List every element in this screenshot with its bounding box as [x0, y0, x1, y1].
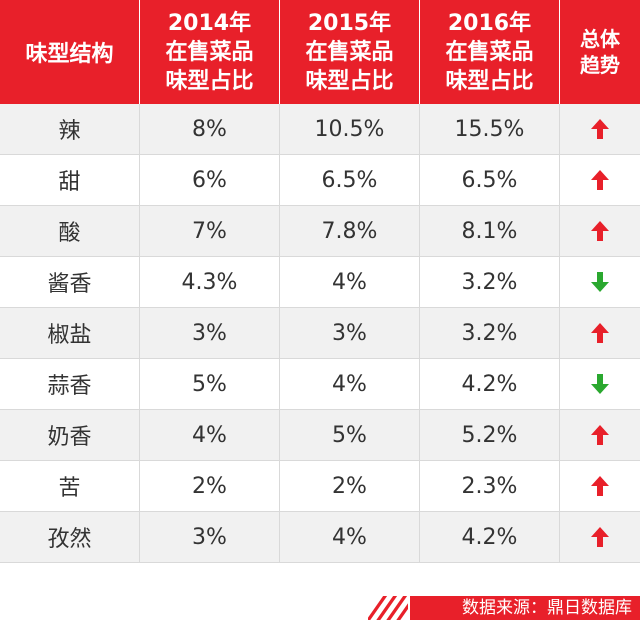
- flavor-cell: 甜: [0, 155, 140, 205]
- table-body: 辣 8% 10.5% 15.5% 甜 6% 6.5% 6.5% 酸 7% 7.8% 8.1% 酱香 4.3…: [0, 104, 640, 563]
- trend-up-arrow-icon: [560, 461, 640, 511]
- table-row: 孜然 3% 4% 4.2%: [0, 512, 640, 563]
- flavor-cell: 酱香: [0, 257, 140, 307]
- table-row: 蒜香 5% 4% 4.2%: [0, 359, 640, 410]
- header-trend: 总体 趋势: [560, 0, 640, 104]
- share-2014-cell: 5%: [140, 359, 280, 409]
- flavor-cell: 椒盐: [0, 308, 140, 358]
- header-trend-line: 趋势: [580, 53, 620, 77]
- flavor-share-table: 味型结构 2014年 在售菜品 味型占比 2015年 在售菜品 味型占比 2016年 在售菜品味…: [0, 0, 640, 563]
- header-flavor: 味型结构: [0, 0, 140, 104]
- header-2014-line: 味型占比: [165, 68, 254, 94]
- header-2014-line: 2014年: [167, 10, 252, 36]
- share-2014-cell: 6%: [140, 155, 280, 205]
- share-2016-cell: 15.5%: [420, 104, 560, 154]
- share-2014-cell: 8%: [140, 104, 280, 154]
- header-2016-line: 味型占比: [445, 68, 534, 94]
- share-2015-cell: 5%: [280, 410, 420, 460]
- share-2014-cell: 2%: [140, 461, 280, 511]
- share-2016-cell: 5.2%: [420, 410, 560, 460]
- share-2016-cell: 4.2%: [420, 512, 560, 562]
- header-flavor-line: 味型结构: [25, 42, 114, 67]
- source-band: [410, 596, 640, 620]
- share-2015-cell: 4%: [280, 257, 420, 307]
- table-row: 苦 2% 2% 2.3%: [0, 461, 640, 512]
- share-2014-cell: 3%: [140, 308, 280, 358]
- flavor-cell: 苦: [0, 461, 140, 511]
- share-2016-cell: 3.2%: [420, 257, 560, 307]
- share-2015-cell: 4%: [280, 359, 420, 409]
- share-2016-cell: 3.2%: [420, 308, 560, 358]
- flavor-cell: 奶香: [0, 410, 140, 460]
- table-row: 甜 6% 6.5% 6.5%: [0, 155, 640, 206]
- share-2014-cell: 7%: [140, 206, 280, 256]
- flavor-cell: 蒜香: [0, 359, 140, 409]
- share-2014-cell: 4.3%: [140, 257, 280, 307]
- table-row: 酸 7% 7.8% 8.1%: [0, 206, 640, 257]
- trend-up-arrow-icon: [560, 410, 640, 460]
- share-2014-cell: 4%: [140, 410, 280, 460]
- flavor-cell: 孜然: [0, 512, 140, 562]
- share-2015-cell: 7.8%: [280, 206, 420, 256]
- table-header: 味型结构 2014年 在售菜品 味型占比 2015年 在售菜品 味型占比 2016年 在售菜品味…: [0, 0, 640, 104]
- flavor-cell: 酸: [0, 206, 140, 256]
- table-row: 椒盐 3% 3% 3.2%: [0, 308, 640, 359]
- share-2015-cell: 3%: [280, 308, 420, 358]
- header-2015-line: 2015年: [307, 10, 392, 36]
- decorative-stripes: [368, 596, 408, 620]
- share-2015-cell: 2%: [280, 461, 420, 511]
- share-2016-cell: 6.5%: [420, 155, 560, 205]
- trend-down-arrow-icon: [560, 359, 640, 409]
- header-2016: 2016年在售菜品味型占比: [420, 0, 560, 104]
- header-2015: 2015年在售菜品味型占比: [280, 0, 420, 104]
- table-row: 酱香 4.3% 4% 3.2%: [0, 257, 640, 308]
- flavor-cell: 辣: [0, 104, 140, 154]
- share-2015-cell: 10.5%: [280, 104, 420, 154]
- header-2016-line: 在售菜品: [445, 39, 534, 65]
- header-2015-line: 在售菜品: [305, 39, 394, 65]
- share-2016-cell: 4.2%: [420, 359, 560, 409]
- trend-up-arrow-icon: [560, 512, 640, 562]
- table-row: 奶香 4% 5% 5.2%: [0, 410, 640, 461]
- header-2014-line: 在售菜品: [165, 39, 254, 65]
- header-trend-line: 总体: [580, 27, 620, 51]
- table-row: 辣 8% 10.5% 15.5%: [0, 104, 640, 155]
- header-2016-line: 2016年: [447, 10, 532, 36]
- trend-up-arrow-icon: [560, 155, 640, 205]
- share-2015-cell: 4%: [280, 512, 420, 562]
- source-label: 数据来源：鼎日数据库: [462, 598, 632, 618]
- trend-up-arrow-icon: [560, 206, 640, 256]
- share-2016-cell: 8.1%: [420, 206, 560, 256]
- header-2015-line: 味型占比: [305, 68, 394, 94]
- trend-up-arrow-icon: [560, 104, 640, 154]
- share-2016-cell: 2.3%: [420, 461, 560, 511]
- header-2014: 2014年在售菜品味型占比: [140, 0, 280, 104]
- share-2015-cell: 6.5%: [280, 155, 420, 205]
- trend-up-arrow-icon: [560, 308, 640, 358]
- trend-down-arrow-icon: [560, 257, 640, 307]
- share-2014-cell: 3%: [140, 512, 280, 562]
